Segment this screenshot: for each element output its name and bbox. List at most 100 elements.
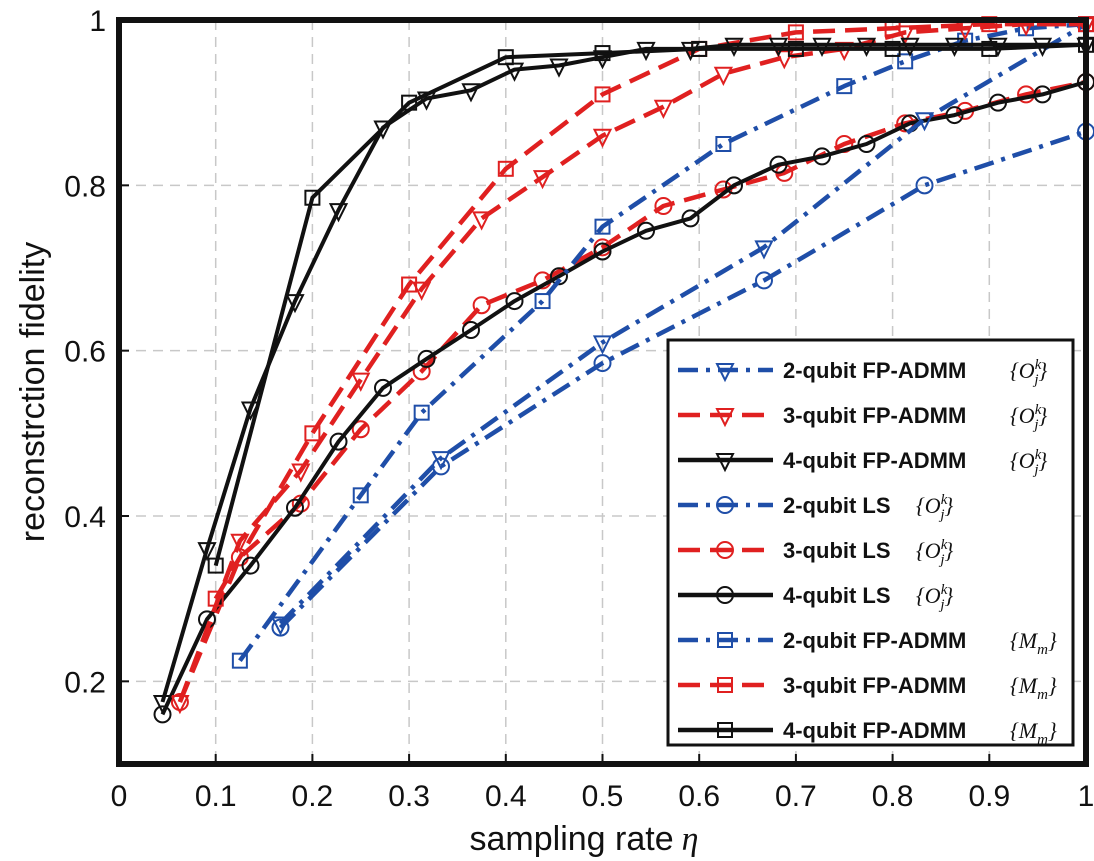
data-point xyxy=(787,24,804,41)
data-point xyxy=(594,86,611,103)
series-layer xyxy=(152,16,1094,724)
legend-item: 2-qubit FP-ADMM {Mm} xyxy=(678,628,1057,658)
legend-set-label: {Ok j} xyxy=(1010,402,1048,433)
legend-set-label: {Mm} xyxy=(1010,718,1057,748)
data-point xyxy=(900,37,920,58)
legend-set-label: {Ok j} xyxy=(916,537,954,568)
data-point xyxy=(304,425,321,442)
legend-item: 4-qubit FP-ADMM {Ok j} xyxy=(678,447,1048,478)
series-line xyxy=(160,42,1086,703)
series-line xyxy=(278,129,1087,630)
data-point xyxy=(856,37,877,58)
data-point xyxy=(170,695,190,715)
data-point xyxy=(769,155,788,174)
legend-item: 2-qubit FP-ADMM {Ok j} xyxy=(678,357,1048,388)
data-point xyxy=(988,37,1008,58)
data-point xyxy=(549,267,568,286)
data-point xyxy=(351,372,371,392)
legend-label: 2-qubit FP-ADMM xyxy=(783,358,966,383)
data-point xyxy=(270,616,291,636)
legend-marker xyxy=(716,496,734,514)
data-point xyxy=(153,705,172,724)
data-point xyxy=(654,197,673,215)
data-point xyxy=(472,211,492,231)
data-point xyxy=(774,50,794,70)
data-point xyxy=(989,93,1008,112)
legend-marker xyxy=(717,722,733,738)
legend-set-label: {Ok j} xyxy=(916,492,954,523)
legend-item: 3-qubit LS {Ok j} xyxy=(678,537,954,568)
y-tick-label: 1 xyxy=(89,5,106,38)
legend-marker xyxy=(717,632,733,648)
data-point xyxy=(713,66,733,86)
legend-label: 3-qubit FP-ADMM xyxy=(783,403,966,428)
data-point xyxy=(981,40,998,57)
data-point xyxy=(895,25,915,45)
legend-marker xyxy=(717,677,733,693)
legend-item: 3-qubit FP-ADMM {Mm} xyxy=(678,673,1057,703)
data-point xyxy=(351,420,370,439)
legend-box xyxy=(666,338,1075,747)
data-point xyxy=(207,557,224,574)
data-point xyxy=(754,271,773,290)
data-point xyxy=(1033,85,1052,104)
data-point xyxy=(637,221,656,240)
x-tick-label: 1 xyxy=(1078,780,1094,813)
axis-ticks: 0 0.1 0.2 0.3 0.4 0.5 0.6 0.7 0.8 0.9 1 0.2 0.4 0.6 0.… xyxy=(64,5,1094,813)
data-point xyxy=(505,292,524,311)
data-point xyxy=(812,37,832,58)
series-line xyxy=(160,80,1087,716)
data-point xyxy=(461,321,480,339)
series-line xyxy=(177,21,1086,703)
data-point xyxy=(329,432,348,451)
data-point xyxy=(636,41,656,62)
legend-item: 3-qubit FP-ADMM {Ok j} xyxy=(678,402,1048,433)
legend-item: 2-qubit LS {Ok j} xyxy=(678,492,954,523)
data-point xyxy=(417,349,436,368)
legend-set-label: {Ok j} xyxy=(1010,357,1048,388)
data-point xyxy=(813,147,832,166)
y-tick-label: 0.6 xyxy=(64,336,106,369)
data-point xyxy=(787,40,804,57)
data-point xyxy=(230,533,250,554)
x-tick-label: 0.5 xyxy=(582,780,624,813)
x-axis-symbol: η xyxy=(682,821,699,858)
data-point xyxy=(1032,37,1053,58)
data-point xyxy=(207,590,224,607)
data-point xyxy=(915,176,934,195)
data-point xyxy=(504,62,525,82)
legend-set-label: {Ok j} xyxy=(1010,447,1048,478)
x-tick-label: 0.8 xyxy=(872,780,914,813)
series-2-qubit-fp-admm-0 xyxy=(270,17,1094,636)
data-point xyxy=(532,170,553,190)
legend-marker xyxy=(716,586,734,604)
legend: 2-qubit FP-ADMM {Ok j} 3-qubit FP-ADMM {Ok j}… xyxy=(666,338,1075,748)
x-tick-label: 0.4 xyxy=(485,780,527,813)
y-tick-label: 0.2 xyxy=(64,666,106,699)
x-tick-label: 0.3 xyxy=(388,780,430,813)
data-point xyxy=(593,354,612,373)
data-point xyxy=(592,50,613,70)
data-point xyxy=(413,404,430,421)
data-point xyxy=(240,401,261,421)
data-point xyxy=(884,40,901,57)
data-point xyxy=(681,209,700,228)
data-point xyxy=(653,99,674,120)
legend-marker xyxy=(715,408,735,428)
x-axis-label: sampling rate xyxy=(470,820,674,858)
y-tick-label: 0.4 xyxy=(64,501,106,534)
data-point xyxy=(497,160,514,177)
legend-item: 4-qubit LS {Ok j} xyxy=(678,582,954,613)
x-axis-title: sampling rate η xyxy=(470,820,699,858)
data-point xyxy=(592,335,613,355)
data-point xyxy=(352,487,369,504)
legend-label: 2-qubit FP-ADMM xyxy=(783,628,966,653)
data-point xyxy=(715,136,732,152)
data-point xyxy=(592,128,613,148)
legend-label: 2-qubit LS xyxy=(783,493,891,518)
legend-label: 4-qubit FP-ADMM xyxy=(783,448,966,473)
data-point xyxy=(416,91,437,111)
x-tick-label: 0.7 xyxy=(775,780,817,813)
data-point xyxy=(373,378,392,397)
